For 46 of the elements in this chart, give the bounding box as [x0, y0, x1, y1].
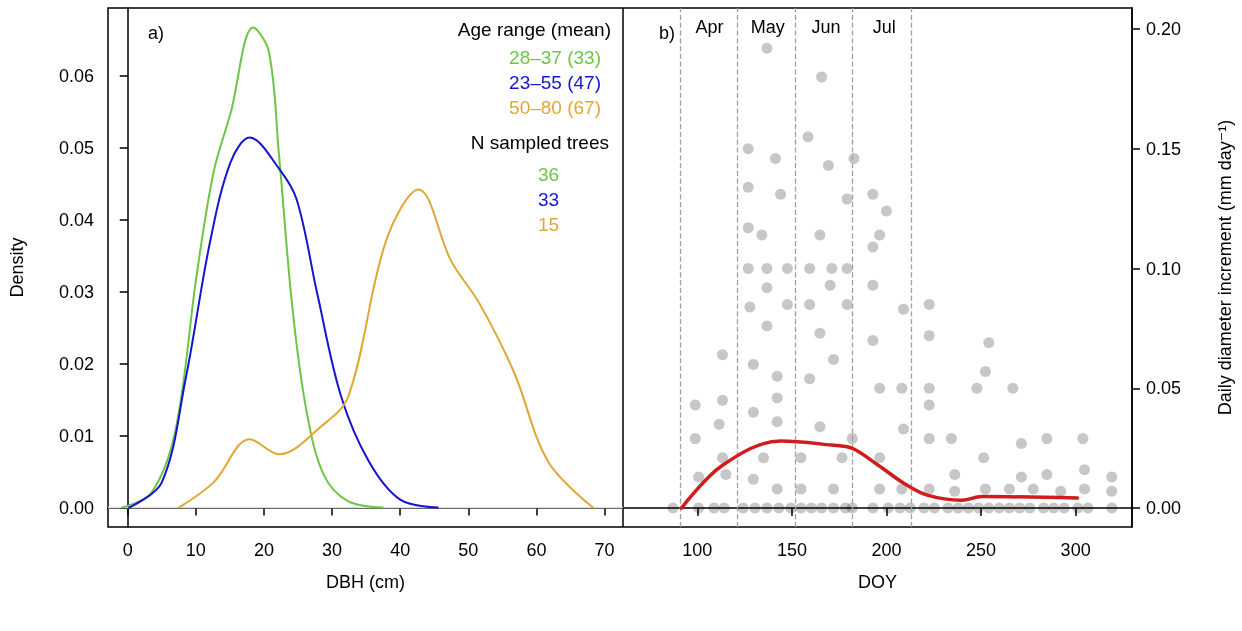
x-tick-label: 10 — [185, 540, 206, 560]
x-tick-label: 20 — [253, 540, 275, 560]
y-tick-label: 0.03 — [58, 281, 94, 302]
x-tick-label: 50 — [458, 540, 479, 560]
annotation: Apr — [695, 17, 724, 37]
text: 50–80 (67) — [509, 97, 601, 118]
x-tick-label: 200 — [871, 540, 902, 560]
y-tick-label: 0.02 — [58, 353, 94, 374]
annotation: 15 — [538, 214, 560, 235]
text: a) — [148, 23, 165, 43]
x-tick-label: 40 — [390, 540, 411, 560]
x-tick-label: 30 — [322, 540, 343, 560]
y2-tick-label: 0.20 — [1146, 19, 1182, 40]
y2-axis-title: Daily diameter increment (mm day⁻¹) — [1215, 119, 1235, 416]
annotation: Jul — [872, 17, 896, 37]
x-tick-label: 0 — [122, 540, 133, 560]
y2-tick-label: 0.05 — [1146, 378, 1182, 399]
text: b) — [659, 23, 676, 43]
annotation: N sampled trees — [470, 132, 610, 153]
line-series — [128, 136, 439, 509]
x-tick-label: 70 — [594, 540, 615, 560]
y-tick-label: 0.04 — [58, 209, 94, 230]
annotation: May — [750, 17, 785, 37]
y-tick-label: 0.06 — [58, 65, 94, 86]
y2-tick-label: 0.10 — [1146, 258, 1182, 279]
text: 28–37 (33) — [509, 47, 601, 68]
x-axis-title: DOY — [857, 572, 898, 592]
x-tick-label: 150 — [776, 540, 807, 560]
y2-tick-label: 0.15 — [1146, 138, 1182, 159]
y-tick-label: 0.05 — [58, 137, 94, 158]
annotation: 36 — [538, 164, 560, 185]
text: 23–55 (47) — [509, 72, 601, 93]
annotation: 33 — [538, 189, 560, 210]
x-tick-label: 100 — [682, 540, 713, 560]
legend-title: Age range (mean) — [457, 19, 612, 40]
x-tick-label: 300 — [1060, 540, 1091, 560]
y-tick-label: 0.00 — [58, 497, 94, 518]
y-tick-label: 0.01 — [58, 425, 94, 446]
x-axis-title: DBH (cm) — [326, 572, 405, 592]
y-axis-title: Density — [7, 237, 27, 298]
line-series — [177, 188, 595, 509]
annotation: Jun — [811, 17, 841, 37]
x-tick-label: 250 — [966, 540, 997, 560]
x-tick-label: 60 — [526, 540, 547, 560]
line-series — [121, 26, 384, 509]
y2-tick-label: 0.00 — [1146, 498, 1182, 519]
